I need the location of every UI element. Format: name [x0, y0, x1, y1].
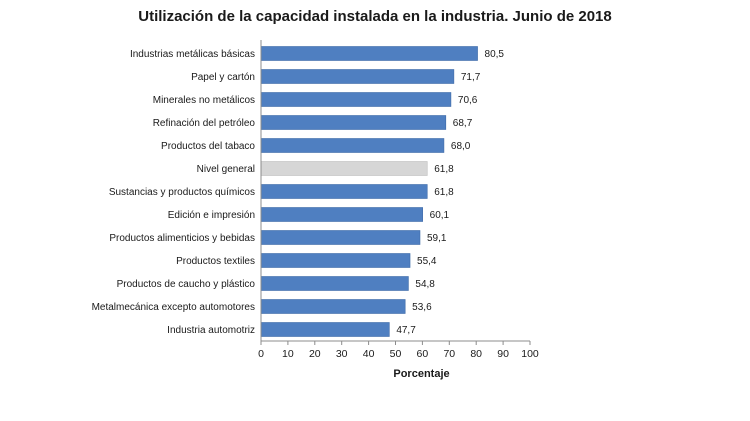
bar-metalmecanica-excepto-automotores	[260, 299, 406, 314]
x-tick-label: 30	[336, 348, 348, 360]
bar-nivel-general	[260, 161, 428, 176]
x-tick-label: 100	[521, 348, 539, 360]
category-label-industrias-metalicas-basicas: Industrias metálicas básicas	[130, 49, 255, 60]
category-label-nivel-general: Nivel general	[197, 164, 255, 175]
value-label-papel-y-carton: 71,7	[461, 72, 481, 83]
x-tick-label: 70	[443, 348, 455, 360]
category-label-productos-alimenticios-y-bebidas: Productos alimenticios y bebidas	[109, 233, 255, 244]
bar-sustancias-y-productos-quimicos	[260, 184, 428, 199]
bar-industrias-metalicas-basicas	[260, 46, 478, 61]
x-tick-label: 20	[309, 348, 321, 360]
chart-title: Utilización de la capacidad instalada en…	[138, 8, 612, 25]
value-labels-group: 80,5 71,7 70,6 68,7 68,0 61,8 61,8 60,1 59,1 55,4…	[396, 49, 504, 336]
bar-productos-del-tabaco	[260, 138, 445, 153]
value-label-productos-alimenticios-y-bebidas: 59,1	[427, 233, 447, 244]
value-label-productos-del-tabaco: 68,0	[451, 141, 471, 152]
x-tick-label: 0	[258, 348, 264, 360]
category-label-industria-automotriz: Industria automotriz	[167, 325, 255, 336]
bar-productos-alimenticios-y-bebidas	[260, 230, 421, 245]
category-labels-group: Industrias metálicas básicas Papel y cart…	[92, 49, 256, 336]
bar-refinacion-del-petroleo	[260, 115, 447, 130]
value-label-nivel-general: 61,8	[434, 164, 454, 175]
value-label-minerales-no-metalicos: 70,6	[458, 95, 478, 106]
value-label-industria-automotriz: 47,7	[396, 325, 416, 336]
category-label-metalmecanica-excepto-automotores: Metalmecánica excepto automotores	[92, 302, 255, 313]
category-label-productos-del-tabaco: Productos del tabaco	[161, 141, 255, 152]
value-label-refinacion-del-petroleo: 68,7	[453, 118, 473, 129]
x-tick-label: 50	[390, 348, 402, 360]
category-label-papel-y-carton: Papel y cartón	[191, 72, 255, 83]
x-tick-label: 40	[363, 348, 375, 360]
x-tick-label: 90	[497, 348, 509, 360]
bar-minerales-no-metalicos	[260, 92, 452, 107]
value-label-productos-textiles: 55,4	[417, 256, 437, 267]
category-label-edicion-e-impresion: Edición e impresión	[168, 210, 255, 221]
bar-industria-automotriz	[260, 322, 390, 337]
value-label-edicion-e-impresion: 60,1	[430, 210, 450, 221]
bar-edicion-e-impresion	[260, 207, 423, 222]
value-label-sustancias-y-productos-quimicos: 61,8	[434, 187, 454, 198]
bar-productos-textiles	[260, 253, 411, 268]
bar-productos-de-caucho-y-plastico	[260, 276, 409, 291]
x-axis-title: Porcentaje	[393, 368, 449, 380]
category-label-minerales-no-metalicos: Minerales no metálicos	[153, 95, 255, 106]
x-tick-label: 80	[470, 348, 482, 360]
category-label-sustancias-y-productos-quimicos: Sustancias y productos químicos	[109, 187, 255, 198]
x-tick-label: 10	[282, 348, 294, 360]
value-label-industrias-metalicas-basicas: 80,5	[485, 49, 505, 60]
bar-papel-y-carton	[260, 69, 455, 84]
category-label-refinacion-del-petroleo: Refinación del petróleo	[153, 118, 256, 129]
x-tick-label: 60	[417, 348, 429, 360]
value-label-productos-de-caucho-y-plastico: 54,8	[415, 279, 435, 290]
value-label-metalmecanica-excepto-automotores: 53,6	[412, 302, 432, 313]
category-label-productos-de-caucho-y-plastico: Productos de caucho y plástico	[117, 279, 256, 290]
x-axis: 0 10 20 30 40 50 60 70 80 90 100	[258, 40, 539, 360]
category-label-productos-textiles: Productos textiles	[176, 256, 255, 267]
